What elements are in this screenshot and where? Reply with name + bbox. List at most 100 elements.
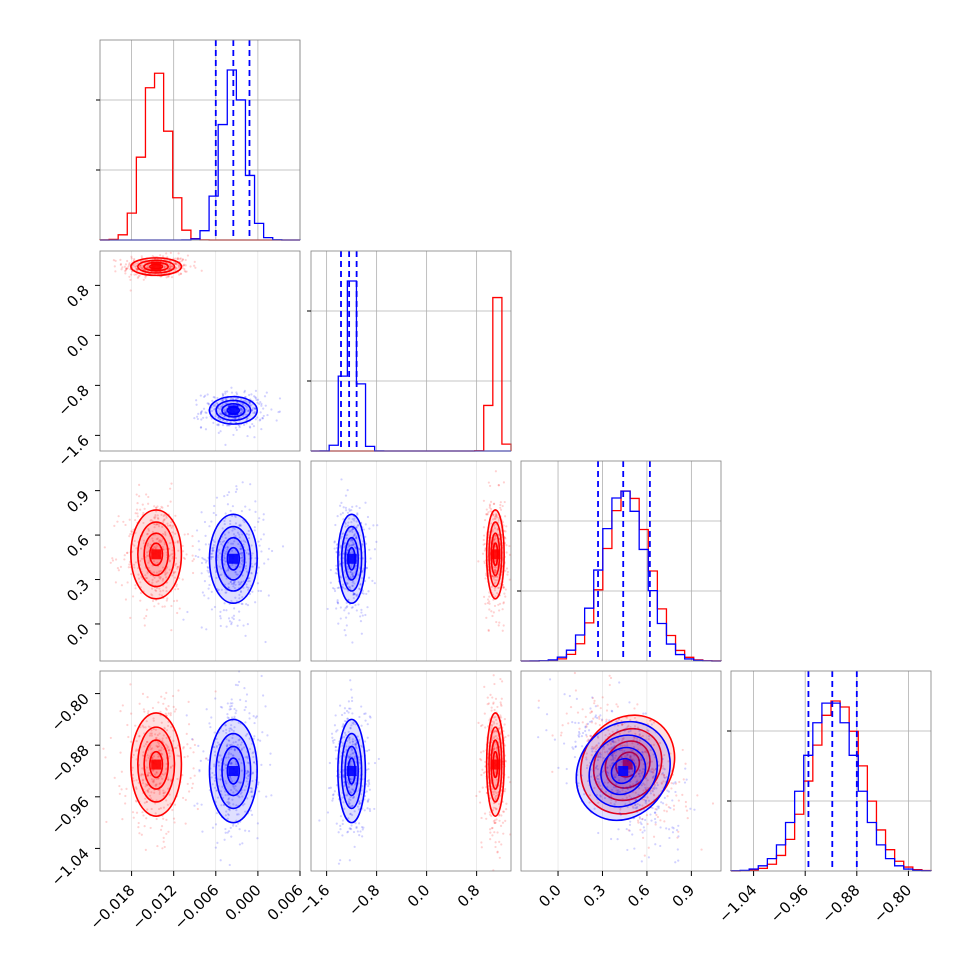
- scatter-point: [155, 538, 158, 541]
- scatter-point: [236, 397, 239, 400]
- scatter-point: [187, 700, 190, 703]
- scatter-point: [186, 755, 189, 758]
- scatter-point: [176, 541, 179, 544]
- scatter-point: [153, 517, 156, 520]
- scatter-point: [256, 837, 259, 840]
- scatter-point: [358, 506, 361, 510]
- scatter-point: [171, 557, 174, 560]
- scatter-point: [693, 808, 696, 811]
- scatter-point: [146, 266, 149, 269]
- scatter-point: [137, 573, 140, 576]
- scatter-point: [497, 603, 500, 606]
- scatter-point: [559, 734, 563, 737]
- scatter-point: [207, 403, 210, 406]
- scatter-point: [222, 554, 226, 557]
- scatter-point: [609, 676, 613, 680]
- scatter-point: [142, 542, 145, 545]
- scatter-point: [501, 629, 504, 632]
- scatter-point: [199, 759, 202, 762]
- scatter-point: [594, 716, 597, 719]
- scatter-point: [226, 503, 230, 506]
- scatter-point: [176, 540, 179, 544]
- scatter-point: [494, 845, 497, 849]
- scatter-point: [206, 569, 209, 572]
- scatter-point: [172, 572, 176, 575]
- scatter-point: [337, 862, 341, 865]
- scatter-point: [169, 524, 172, 527]
- scatter-point: [180, 259, 183, 263]
- scatter-point: [126, 723, 129, 727]
- scatter-point: [223, 838, 226, 841]
- scatter-point: [506, 573, 509, 576]
- scatter-point: [585, 733, 588, 737]
- scatter-point: [151, 539, 155, 542]
- scatter-point: [253, 721, 256, 725]
- scatter-point: [200, 626, 203, 629]
- scatter-point: [236, 684, 239, 687]
- scatter-point: [364, 613, 367, 617]
- scatter-point: [243, 404, 247, 407]
- scatter-point: [494, 697, 498, 700]
- scatter-point: [265, 795, 268, 798]
- scatter-point: [133, 259, 136, 262]
- density-peak-series-0: [151, 759, 162, 770]
- scatter-point: [366, 723, 369, 726]
- scatter-point: [202, 416, 205, 419]
- scatter-point: [155, 506, 158, 509]
- scatter-point: [492, 674, 495, 677]
- scatter-point: [131, 595, 135, 598]
- scatter-point: [205, 416, 208, 419]
- scatter-point: [475, 794, 478, 798]
- scatter-point: [184, 798, 187, 801]
- scatter-point: [114, 270, 117, 273]
- scatter-point: [147, 495, 150, 499]
- scatter-point: [177, 264, 180, 267]
- scatter-point: [674, 861, 677, 864]
- scatter-point: [249, 809, 252, 812]
- scatter-point: [214, 823, 218, 826]
- scatter-point: [156, 516, 160, 520]
- scatter-point: [174, 514, 177, 517]
- scatter-point: [565, 712, 568, 715]
- scatter-point: [253, 735, 256, 738]
- scatter-point: [208, 525, 211, 528]
- scatter-point: [368, 527, 371, 530]
- x-tick-label: −0.80: [870, 881, 915, 926]
- scatter-point: [150, 519, 153, 522]
- scatter-point: [643, 829, 646, 832]
- scatter-point: [119, 262, 123, 266]
- scatter-point: [250, 393, 253, 396]
- scatter-point: [165, 252, 168, 255]
- scatter-point: [243, 391, 246, 394]
- scatter-point: [194, 266, 197, 269]
- scatter-point: [700, 848, 703, 851]
- scatter-point: [336, 515, 339, 518]
- scatter-point: [212, 511, 215, 515]
- x-axis-2: 0.0 0.3 0.6 0.9: [535, 871, 698, 911]
- scatter-point: [168, 559, 172, 562]
- scatter-point: [171, 552, 174, 555]
- scatter-point: [151, 581, 154, 584]
- y-tick-label: −1.6: [54, 431, 92, 469]
- scatter-point: [480, 841, 483, 844]
- scatter-point: [665, 810, 668, 813]
- scatter-point: [113, 524, 116, 528]
- scatter-point: [318, 819, 321, 822]
- scatter-point: [275, 419, 278, 422]
- scatter-point: [156, 505, 159, 508]
- scatter-point: [551, 734, 554, 737]
- scatter-point: [165, 599, 168, 602]
- scatter-point: [239, 590, 243, 593]
- scatter-point: [245, 602, 248, 606]
- scatter-point: [598, 717, 601, 720]
- scatter-point: [133, 265, 137, 268]
- scatter-point: [229, 705, 232, 708]
- scatter-point: [258, 790, 261, 793]
- scatter-point: [334, 571, 337, 575]
- scatter-point: [172, 705, 175, 708]
- scatter-point: [155, 510, 158, 513]
- scatter-point: [659, 826, 662, 829]
- scatter-point: [373, 807, 376, 811]
- scatter-point: [234, 683, 238, 687]
- scatter-point: [160, 594, 164, 597]
